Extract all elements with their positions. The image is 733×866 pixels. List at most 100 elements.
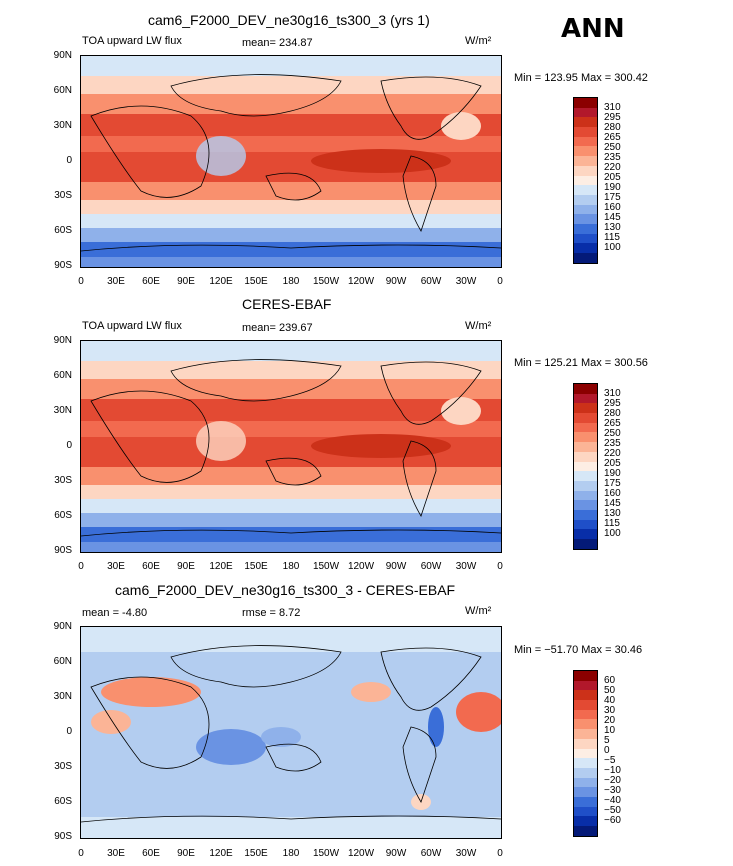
panel-2-lon-tick: 150E [244,561,268,572]
colorbar-swatch [574,194,597,205]
panel-1-lon-tick: 30E [107,276,125,287]
panel-3-lat-tick: 0 [66,726,72,737]
panel-1-cbar-label: 220 [604,162,621,173]
colorbar-swatch [574,403,597,414]
panel-2-units: W/m² [465,320,492,332]
panel-3-cbar-label: 50 [604,685,616,696]
panel-2-title: CERES-EBAF [242,296,332,312]
colorbar-swatch [574,490,597,501]
panel-1-lon-tick: 90W [385,276,407,287]
panel-2-lon-tick: 180 [282,561,300,572]
panel-3-cbar-label: 0 [604,745,610,756]
panel-3-lon-tick: 180 [282,848,300,859]
colorbar-swatch [574,432,597,443]
panel-3-lat-tick: 90N [53,621,72,632]
panel-3-lon-tick: 0 [78,848,84,859]
panel-3-lon-tick: 90W [385,848,407,859]
panel-1-map-field [81,56,501,267]
panel-2-cbar-label: 235 [604,438,621,449]
panel-3-lon-tick: 120W [347,848,375,859]
panel-3-lon-tick: 30W [455,848,477,859]
colorbar-swatch [574,156,597,166]
panel-2-map [80,340,502,553]
panel-3-units: W/m² [465,605,492,617]
panel-3-rmse-label: rmse = 8.72 [242,607,301,619]
panel-1-lon-tick: 30W [455,276,477,287]
colorbar-swatch [574,98,597,108]
colorbar-swatch [574,117,597,128]
panel-2-lon-tick: 0 [497,561,503,572]
colorbar-swatch [574,253,597,263]
colorbar-swatch [574,758,597,768]
panel-2-lat-tick: 90S [54,545,72,556]
panel-2-cbar-label: 205 [604,458,621,469]
colorbar-swatch [574,529,597,539]
colorbar-swatch [574,422,597,433]
panel-1-lon-tick: 150E [244,276,268,287]
panel-3-cbar-label: 20 [604,715,616,726]
panel-3-cbar-label: −30 [604,785,621,796]
panel-1-cbar-label: 190 [604,182,621,193]
colorbar-swatch [574,146,597,157]
panel-3-lat-tick: 90S [54,831,72,842]
panel-2-cbar-label: 220 [604,448,621,459]
colorbar-swatch [574,787,597,797]
panel-2-minmax: Min = 125.21 Max = 300.56 [514,357,648,369]
panel-2-cbar-label: 100 [604,528,621,539]
panel-1-lat-tick: 30N [53,120,72,131]
panel-1-cbar-label: 205 [604,172,621,183]
panel-3-cbar-label: −5 [604,755,616,766]
colorbar-swatch [574,136,597,147]
panel-1-lon-tick: 0 [497,276,503,287]
panel-2-cbar-label: 145 [604,498,621,509]
panel-2-lon-tick: 90W [385,561,407,572]
colorbar-swatch [574,700,597,710]
panel-3-lon-tick: 150E [244,848,268,859]
panel-2-mean-label: mean= 239.67 [242,322,313,334]
panel-2-colorbar [573,383,598,550]
colorbar-swatch [574,165,597,176]
panel-1-lon-tick: 120W [347,276,375,287]
panel-2-lon-tick: 120E [209,561,233,572]
panel-3-mean-label: mean = -4.80 [82,607,148,619]
panel-1-map [80,55,502,268]
panel-2-lon-tick: 30E [107,561,125,572]
panel-3-lon-tick: 150W [312,848,340,859]
panel-2-lon-tick: 90E [177,561,195,572]
panel-1-title: cam6_F2000_DEV_ne30g16_ts300_3 (yrs 1) [148,12,430,28]
panel-2-cbar-label: 265 [604,418,621,429]
panel-1-lat-tick: 60S [54,225,72,236]
colorbar-swatch [574,233,597,244]
colorbar-swatch [574,413,597,423]
panel-3-cbar-label: 40 [604,695,616,706]
panel-2-cbar-label: 160 [604,488,621,499]
panel-1-units: W/m² [465,35,492,47]
panel-2-lat-tick: 90N [53,335,72,346]
panel-1-lat-tick: 90N [53,50,72,61]
panel-3-lon-tick: 90E [177,848,195,859]
colorbar-swatch [574,738,597,749]
panel-2-lat-tick: 60S [54,510,72,521]
panel-2-cbar-label: 310 [604,388,621,399]
colorbar-swatch [574,175,597,186]
panel-1-lon-tick: 150W [312,276,340,287]
colorbar-swatch [574,185,597,195]
colorbar-swatch [574,777,597,788]
panel-3-cbar-label: −20 [604,775,621,786]
panel-3-cbar-label: 10 [604,725,616,736]
panel-2-lat-tick: 0 [66,440,72,451]
colorbar-swatch [574,214,597,224]
panel-1-mean-label: mean= 234.87 [242,37,313,49]
panel-3-colorbar [573,670,598,837]
panel-2-lat-tick: 60N [53,370,72,381]
panel-1-cbar-label: 295 [604,112,621,123]
panel-3-lon-tick: 60W [420,848,442,859]
colorbar-swatch [574,204,597,215]
colorbar-swatch [574,451,597,462]
panel-3-lat-tick: 60S [54,796,72,807]
colorbar-swatch [574,719,597,730]
panel-3-lon-tick: 0 [497,848,503,859]
panel-3-lat-tick: 30S [54,761,72,772]
colorbar-swatch [574,500,597,510]
panel-2-cbar-label: 295 [604,398,621,409]
